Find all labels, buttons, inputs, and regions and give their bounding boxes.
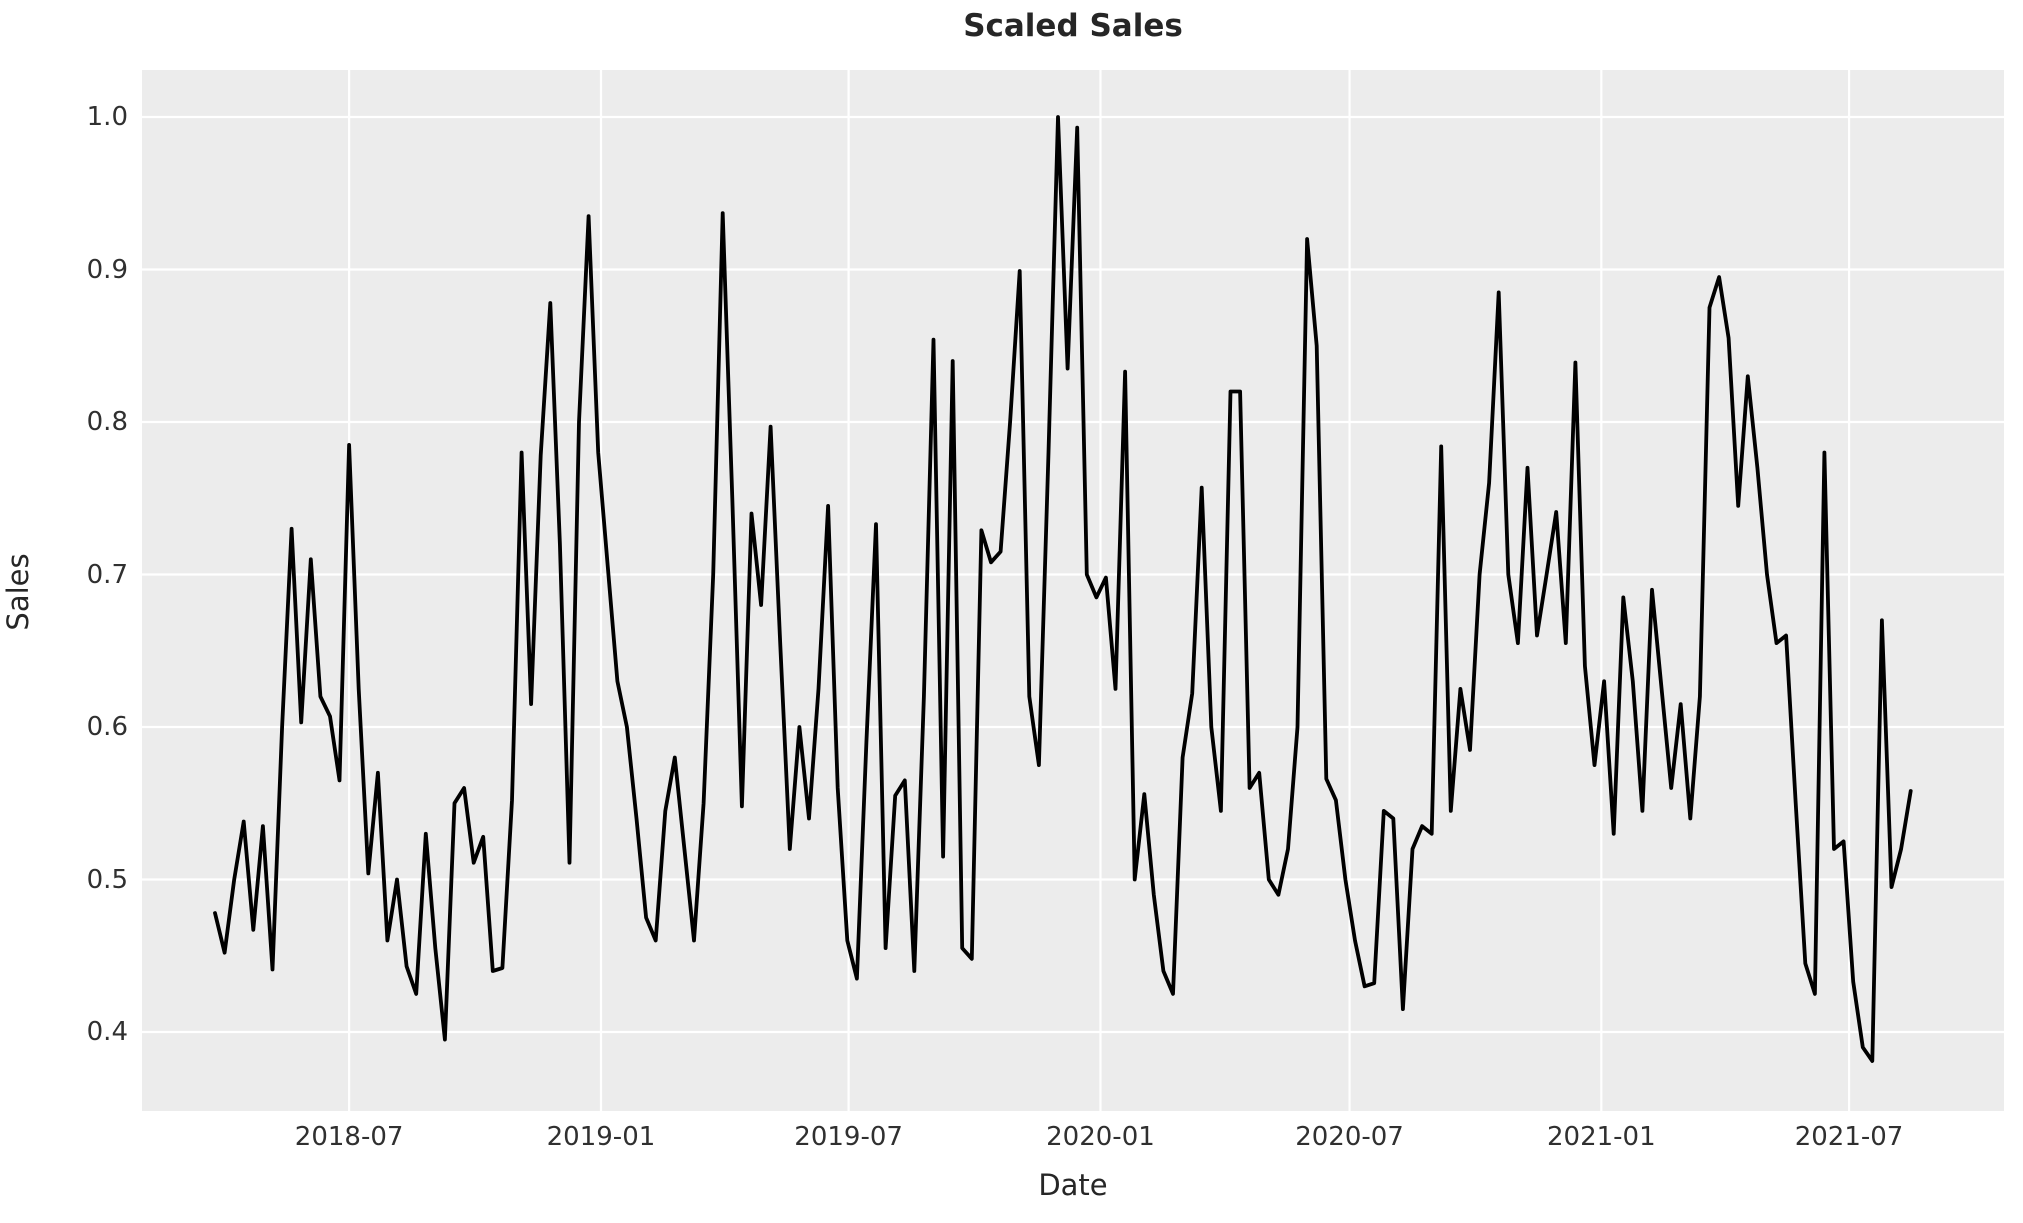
y-tick-label: 0.9 (86, 254, 128, 285)
chart-title: Scaled Sales (963, 8, 1183, 44)
y-tick-label: 0.8 (86, 407, 128, 437)
y-tick-label: 0.5 (86, 864, 128, 895)
x-axis-label: Date (1038, 1168, 1108, 1202)
y-tick-label: 0.7 (86, 559, 128, 590)
x-tick-label: 2018-07 (294, 1122, 404, 1152)
plot-area (142, 70, 2004, 1111)
x-tick-label: 2020-01 (1046, 1122, 1155, 1152)
chart-line (213, 115, 1913, 1063)
y-axis-label: Sales (1, 553, 35, 631)
chart-line-group (213, 115, 1913, 1063)
x-tick-label: 2019-01 (546, 1122, 656, 1152)
y-tick-label: 1.0 (86, 102, 128, 132)
x-tick-label: 2021-07 (1794, 1122, 1904, 1152)
y-tick-label: 0.4 (86, 1017, 128, 1047)
x-tick-label: 2019-07 (794, 1122, 903, 1152)
line-chart-svg (142, 70, 2004, 1111)
x-tick-label: 2021-01 (1546, 1122, 1656, 1152)
x-tick-label: 2020-07 (1295, 1122, 1404, 1152)
y-tick-label: 0.6 (86, 712, 128, 742)
